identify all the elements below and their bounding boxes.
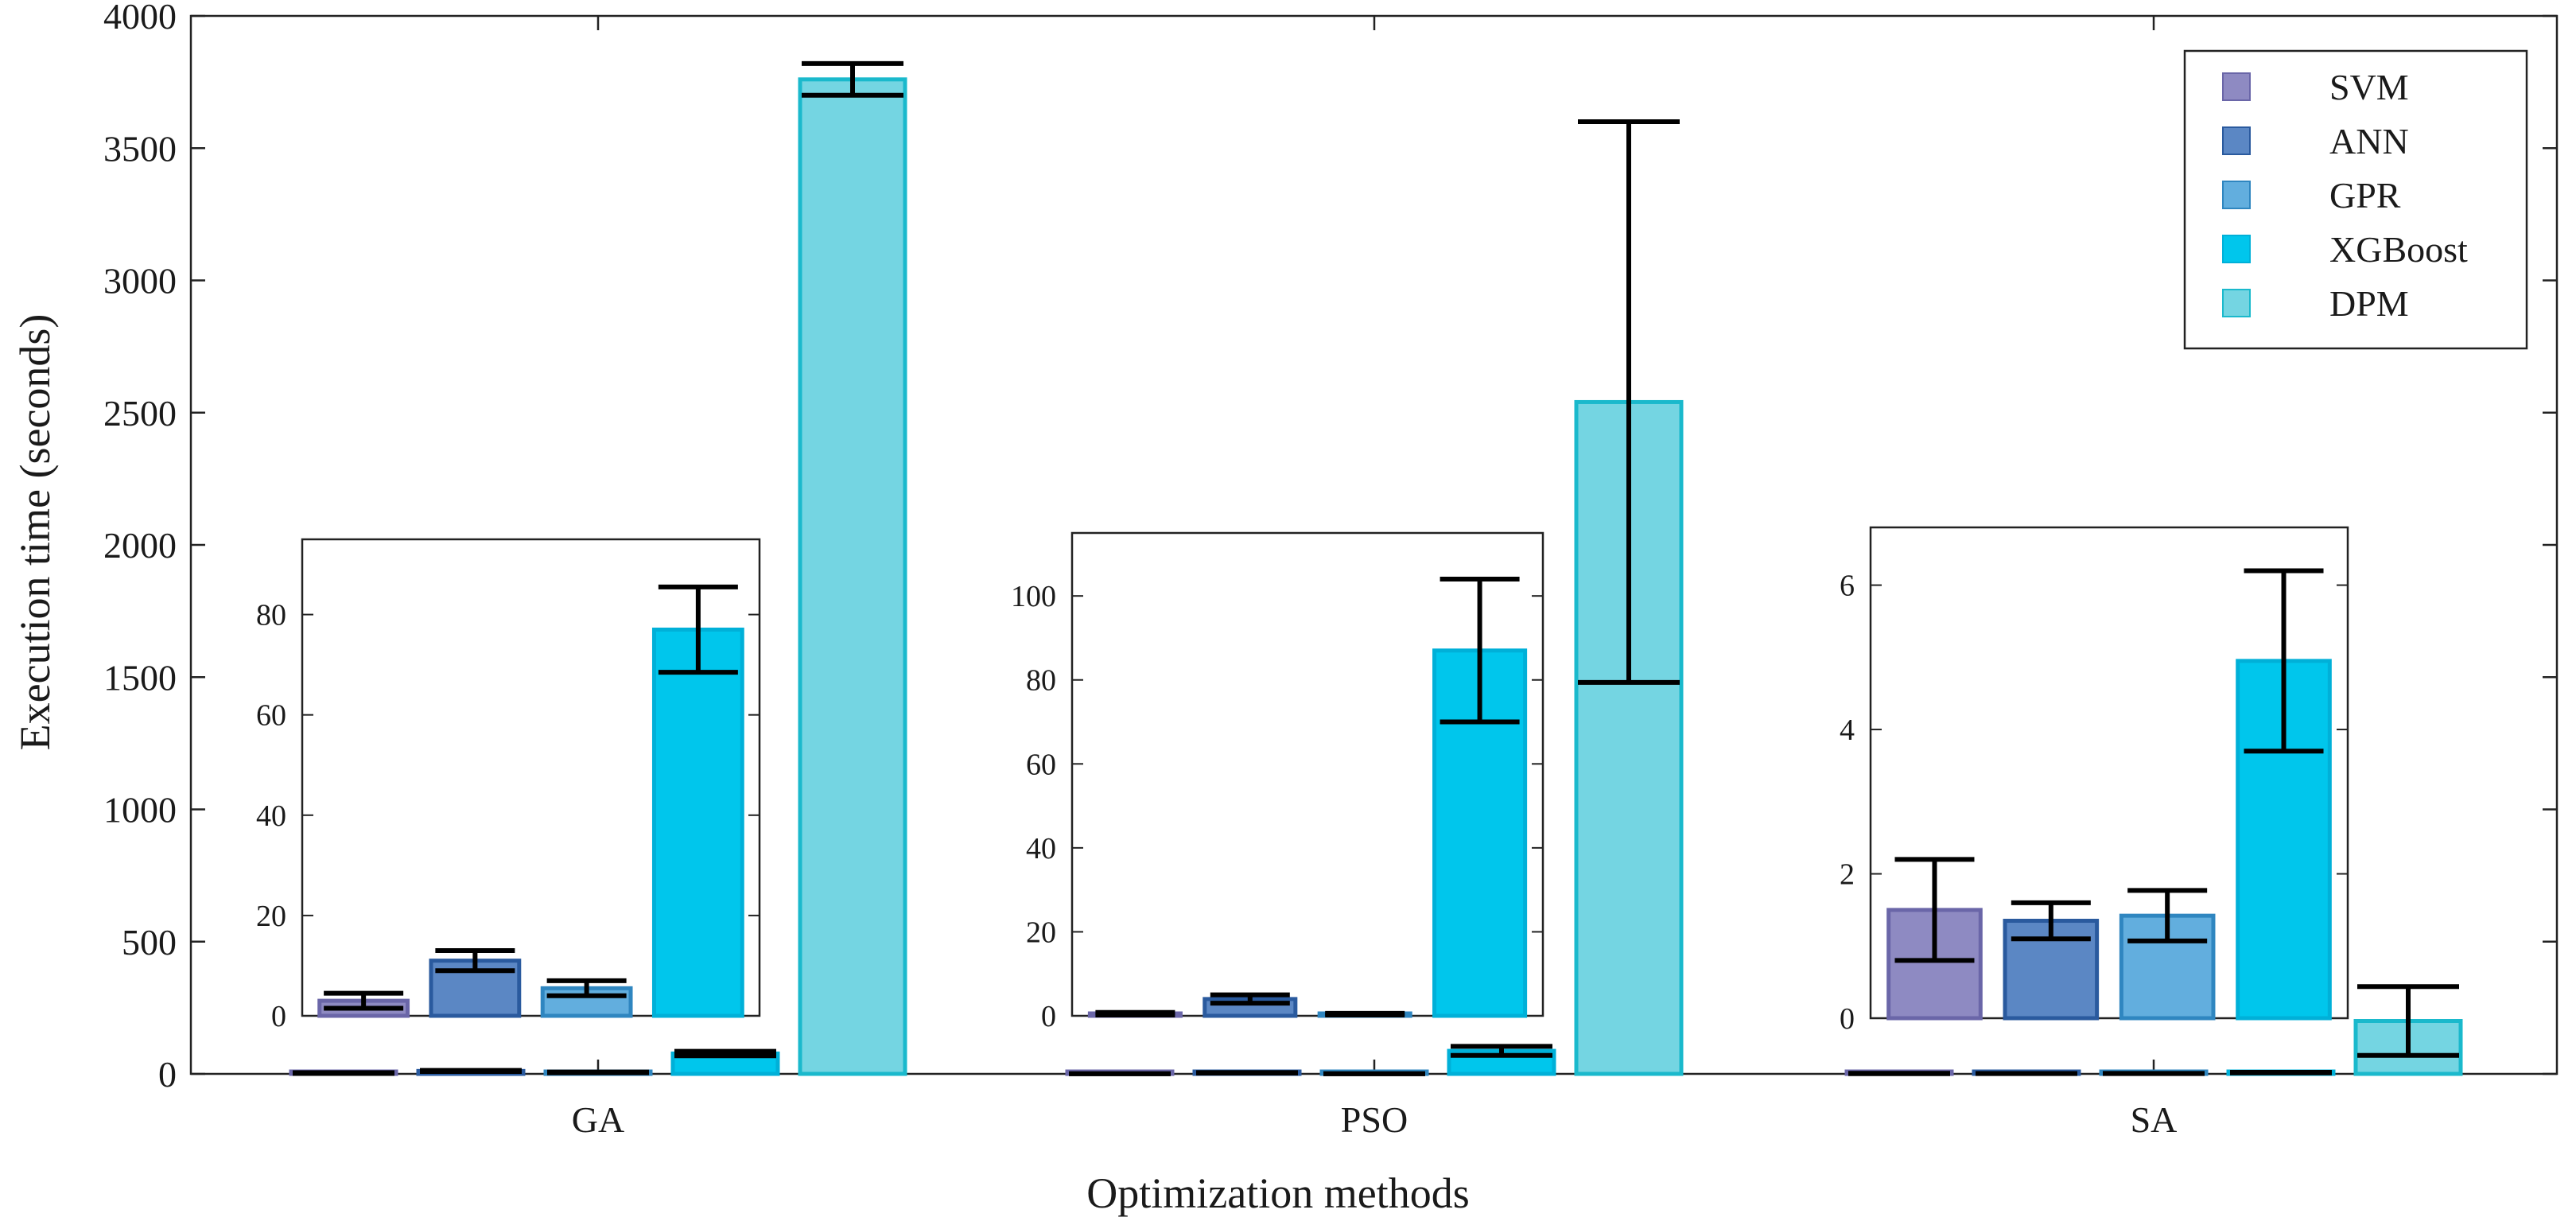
legend: SVM ANN GPR XGBoost DPM (2183, 49, 2528, 350)
x-axis-label: Optimization methods (1086, 1169, 1469, 1217)
bar-dpm-ga (798, 77, 907, 1076)
inset-pso: 0 20 40 60 80 100 (1011, 531, 1544, 1033)
inset-y-tick-label: 60 (256, 699, 286, 733)
inset-y-tick-label: 60 (1026, 748, 1056, 781)
inset-y-tick-label: 0 (1041, 1000, 1056, 1033)
insets: 0 20 40 60 80 0 20 40 60 80 100 0 2 4 6 (256, 526, 2349, 1036)
y-tick-label: 0 (158, 1054, 177, 1095)
legend-label-svm: SVM (2329, 67, 2409, 107)
legend-swatch-xgboost (2222, 235, 2251, 263)
inset-ga: 0 20 40 60 80 (256, 538, 761, 1033)
y-tick-label: 2000 (103, 525, 177, 566)
legend-label-dpm: DPM (2329, 283, 2409, 324)
inset-bar-svm (1886, 908, 1983, 1021)
inset-y-tick-label: 4 (1840, 714, 1855, 747)
inset-y-tick-label: 40 (256, 799, 286, 833)
legend-label-gpr: GPR (2329, 175, 2401, 216)
inset-y-tick-label: 20 (1026, 916, 1056, 949)
x-tick-label-sa: SA (2131, 1099, 2178, 1140)
inset-y-tick-label: 80 (256, 599, 286, 632)
inset-y-tick-label: 20 (256, 900, 286, 933)
inset-y-tick-label: 6 (1840, 570, 1855, 603)
legend-swatch-svm (2222, 72, 2251, 101)
inset-y-tick-label: 0 (271, 1000, 286, 1033)
y-tick-label: 500 (122, 922, 177, 963)
legend-swatch-gpr (2222, 181, 2251, 209)
y-tick-label: 2500 (103, 393, 177, 434)
y-tick-label: 1000 (103, 790, 177, 830)
y-axis-label: Execution time (seconds) (11, 314, 59, 751)
legend-swatch-dpm (2222, 289, 2251, 317)
inset-y-tick-label: 2 (1840, 858, 1855, 892)
legend-label-xgboost: XGBoost (2329, 229, 2468, 270)
inset-y-tick-label: 40 (1026, 832, 1056, 865)
legend-label-ann: ANN (2329, 121, 2409, 161)
x-tick-label-ga: GA (572, 1099, 624, 1140)
inset-sa: 0 2 4 6 (1840, 526, 2349, 1036)
x-tick-label-pso: PSO (1341, 1099, 1408, 1140)
y-tick-label: 3000 (103, 261, 177, 301)
inset-y-tick-label: 0 (1840, 1002, 1855, 1036)
inset-y-tick-label: 100 (1011, 580, 1056, 613)
inset-y-tick-label: 80 (1026, 664, 1056, 698)
y-tick-label: 3500 (103, 128, 177, 169)
legend-swatch-ann (2222, 126, 2251, 155)
inset-bar-xgboost (651, 627, 744, 1018)
y-tick-label: 1500 (103, 657, 177, 698)
y-tick-label: 4000 (103, 0, 177, 37)
